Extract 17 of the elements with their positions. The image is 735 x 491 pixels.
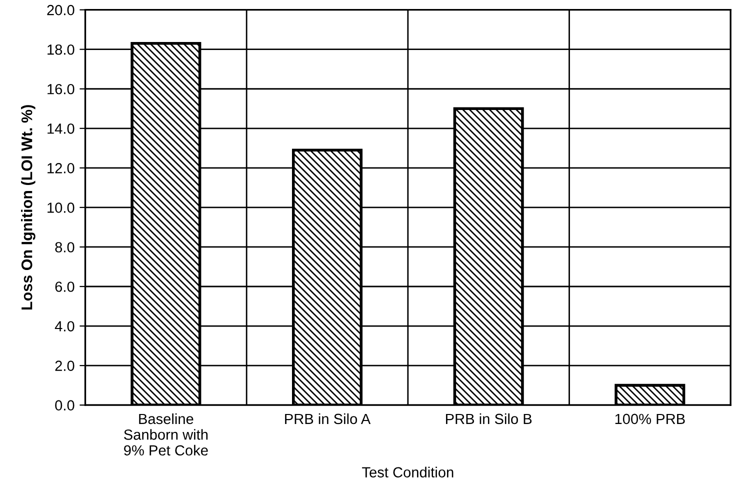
y-tick-label: 6.0 (55, 282, 74, 292)
x-tick-label: 100% PRB (615, 414, 685, 424)
x-tick-label: PRB in Silo A (285, 413, 371, 424)
x-tick-label: Baseline Sanborn with 9% Pet Coke (124, 413, 208, 456)
y-tick-label: 8.0 (55, 242, 74, 252)
y-axis-title: Loss On Ignition (LOI Wt. %) (21, 105, 36, 310)
y-tick-label: 12.0 (48, 163, 74, 174)
y-tick-label: 10.0 (48, 202, 74, 213)
y-tick-label: 4.0 (54, 321, 74, 332)
x-tick-label: PRB in Silo B (446, 413, 532, 424)
y-tick-label: 20.0 (47, 4, 74, 16)
y-tick-label: 18.0 (48, 44, 74, 55)
y-tick-label: 14.0 (48, 123, 74, 134)
y-tick-label: 0.0 (55, 400, 74, 411)
y-tick-label: 16.0 (48, 84, 74, 94)
x-axis-title: Test Condition (362, 466, 454, 478)
y-tick-label: 2.0 (55, 360, 74, 371)
